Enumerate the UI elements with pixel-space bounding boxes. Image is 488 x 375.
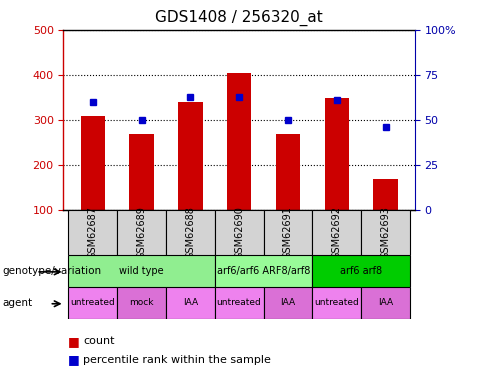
Bar (312, 210, 361, 255)
Text: untreated: untreated (70, 298, 115, 307)
Bar (117, 210, 166, 255)
Text: agent: agent (2, 298, 33, 307)
Bar (215, 287, 264, 319)
Bar (166, 210, 215, 255)
Text: GSM62693: GSM62693 (381, 206, 390, 259)
Bar (68, 210, 117, 255)
Text: IAA: IAA (281, 298, 295, 307)
Text: GSM62692: GSM62692 (332, 206, 342, 259)
Bar (129, 134, 154, 210)
Bar (68, 287, 117, 319)
Bar (81, 116, 105, 210)
Text: percentile rank within the sample: percentile rank within the sample (83, 355, 271, 365)
Bar (215, 210, 264, 255)
Text: ■: ■ (68, 354, 80, 366)
Bar (264, 210, 312, 255)
Bar (117, 287, 166, 319)
Bar (373, 178, 398, 210)
Bar (361, 210, 410, 255)
Text: count: count (83, 336, 115, 346)
Text: GSM62690: GSM62690 (234, 206, 244, 259)
Bar (68, 255, 215, 287)
Text: wild type: wild type (119, 266, 164, 276)
Text: GDS1408 / 256320_at: GDS1408 / 256320_at (155, 9, 323, 26)
Text: GSM62688: GSM62688 (185, 206, 195, 259)
Bar (264, 287, 312, 319)
Text: ■: ■ (68, 335, 80, 348)
Text: GSM62691: GSM62691 (283, 206, 293, 259)
Bar (166, 287, 215, 319)
Text: arf6 arf8: arf6 arf8 (340, 266, 382, 276)
Bar (276, 134, 300, 210)
Text: GSM62687: GSM62687 (88, 206, 98, 259)
Text: mock: mock (129, 298, 154, 307)
Bar (227, 73, 251, 210)
Bar (312, 287, 361, 319)
Text: IAA: IAA (183, 298, 198, 307)
Bar (361, 287, 410, 319)
Text: arf6/arf6 ARF8/arf8: arf6/arf6 ARF8/arf8 (217, 266, 310, 276)
Bar (325, 98, 349, 210)
Bar (215, 255, 312, 287)
Text: IAA: IAA (378, 298, 393, 307)
Text: untreated: untreated (217, 298, 262, 307)
Text: GSM62689: GSM62689 (137, 206, 146, 259)
Text: genotype/variation: genotype/variation (2, 266, 102, 276)
Text: untreated: untreated (314, 298, 359, 307)
Bar (312, 255, 410, 287)
Bar (178, 102, 203, 210)
